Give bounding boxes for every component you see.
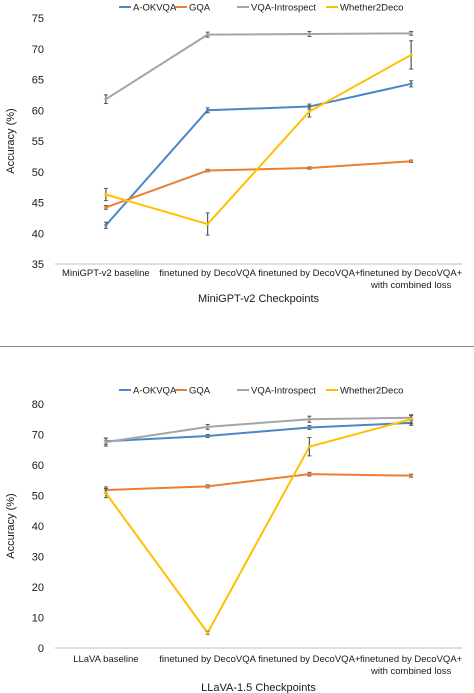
legend-label: A-OKVQA xyxy=(133,3,177,14)
series-gqa xyxy=(103,471,414,494)
series-a-okvqa xyxy=(103,80,414,229)
y-tick-labels: 0 10 20 30 40 50 60 70 80 xyxy=(32,399,44,655)
data-point xyxy=(104,205,108,210)
data-point xyxy=(206,434,210,438)
data-point xyxy=(206,168,210,173)
data-point xyxy=(307,32,311,36)
data-point xyxy=(206,108,210,112)
y-tick-label: 20 xyxy=(32,582,44,594)
data-point xyxy=(307,109,311,114)
legend-label: A-OKVQA xyxy=(133,386,177,397)
data-point xyxy=(206,631,210,635)
y-tick-label: 70 xyxy=(32,44,44,56)
x-tick-label: finetuned by DecoVQA xyxy=(159,654,256,665)
series-line xyxy=(105,160,412,209)
x-tick-label: MiniGPT-v2 baseline xyxy=(62,268,150,279)
y-tick-label: 40 xyxy=(32,228,44,240)
x-tick-labels: MiniGPT-v2 baseline finetuned by DecoVQA f… xyxy=(62,268,463,291)
data-point xyxy=(409,417,413,421)
series-whether2deco xyxy=(103,414,414,635)
series-line xyxy=(105,421,412,443)
y-tick-label: 60 xyxy=(32,105,44,117)
y-tick-label: 40 xyxy=(32,521,44,533)
series-lines xyxy=(103,414,414,635)
chart-divider xyxy=(0,346,474,347)
x-tick-label: finetuned by DecoVQA xyxy=(159,268,256,279)
x-tick-labels: LLaVA baseline finetuned by DecoVQA finetu… xyxy=(73,654,462,677)
legend-item-gqa: GQA xyxy=(175,3,211,14)
legend-label: GQA xyxy=(189,3,211,14)
x-tick-label: finetuned by DecoVQA+ with combined loss xyxy=(360,654,463,677)
data-point xyxy=(307,425,311,430)
series-line xyxy=(105,54,412,226)
y-tick-label: 35 xyxy=(32,259,44,271)
y-tick-label: 50 xyxy=(32,167,44,179)
x-tick-label: finetuned by DecoVQA+ xyxy=(258,654,361,665)
legend-item-a-okvqa: A-OKVQA xyxy=(119,3,177,14)
data-point xyxy=(307,166,311,170)
y-tick-label: 10 xyxy=(32,613,44,625)
minigpt-chart: A-OKVQA GQA VQA-Introspect Whether2Deco Acc… xyxy=(5,3,463,306)
data-point xyxy=(409,82,413,86)
series-vqa-introspect xyxy=(103,31,414,104)
data-point xyxy=(104,192,108,197)
chart-legend: A-OKVQA GQA VQA-Introspect Whether2Deco xyxy=(119,386,403,397)
legend-item-gqa: GQA xyxy=(175,386,211,397)
legend-label: VQA-Introspect xyxy=(251,386,316,397)
y-tick-label: 70 xyxy=(32,430,44,442)
x-tick-label: LLaVA baseline xyxy=(73,654,138,665)
data-point xyxy=(206,484,210,488)
legend-item-whether2deco: Whether2Deco xyxy=(326,3,403,14)
data-point xyxy=(409,474,413,478)
y-tick-label: 80 xyxy=(32,399,44,411)
y-tick-label: 60 xyxy=(32,460,44,472)
data-point xyxy=(307,417,311,421)
legend-label: VQA-Introspect xyxy=(251,3,316,14)
legend-label: GQA xyxy=(189,386,211,397)
x-tick-label: finetuned by DecoVQA+ with combined loss xyxy=(360,268,463,291)
data-point xyxy=(307,445,311,449)
chart-legend: A-OKVQA GQA VQA-Introspect Whether2Deco xyxy=(119,3,403,14)
series-gqa xyxy=(103,159,414,210)
legend-label: Whether2Deco xyxy=(340,3,403,14)
data-point xyxy=(206,425,210,429)
legend-item-vqa-introspect: VQA-Introspect xyxy=(237,3,316,14)
series-lines xyxy=(103,31,414,236)
data-point xyxy=(206,33,210,37)
data-point xyxy=(104,223,108,227)
series-line xyxy=(105,418,412,634)
x-axis-label: MiniGPT-v2 Checkpoints xyxy=(198,293,320,305)
x-tick-label: finetuned by DecoVQA+ xyxy=(258,268,361,279)
y-tick-label: 55 xyxy=(32,136,44,148)
data-point xyxy=(104,97,108,101)
y-tick-label: 45 xyxy=(32,198,44,210)
y-tick-label: 0 xyxy=(38,643,44,655)
data-point xyxy=(206,222,210,226)
y-axis-label: Accuracy (%) xyxy=(5,493,17,558)
y-axis-label: Accuracy (%) xyxy=(5,108,17,173)
data-point xyxy=(409,31,413,35)
legend-label: Whether2Deco xyxy=(340,386,403,397)
x-axis-label: LLaVA-1.5 Checkpoints xyxy=(201,682,316,693)
y-tick-label: 30 xyxy=(32,552,44,564)
llava-chart: A-OKVQA GQA VQA-Introspect Whether2Deco Acc… xyxy=(5,386,463,693)
series-line xyxy=(105,82,412,226)
series-line xyxy=(105,416,412,444)
series-line xyxy=(105,473,412,492)
data-point xyxy=(307,472,311,476)
y-tick-label: 75 xyxy=(32,13,44,25)
series-line xyxy=(105,32,412,101)
y-tick-label: 50 xyxy=(32,491,44,503)
data-point xyxy=(104,440,108,444)
legend-item-vqa-introspect: VQA-Introspect xyxy=(237,386,316,397)
data-point xyxy=(409,53,413,57)
legend-item-whether2deco: Whether2Deco xyxy=(326,386,403,397)
legend-item-a-okvqa: A-OKVQA xyxy=(119,386,177,397)
data-point xyxy=(104,491,108,495)
y-tick-label: 65 xyxy=(32,75,44,87)
data-point xyxy=(409,159,413,163)
y-tick-labels: 35 40 45 50 55 60 65 70 75 xyxy=(32,13,44,271)
series-whether2deco xyxy=(103,40,414,236)
